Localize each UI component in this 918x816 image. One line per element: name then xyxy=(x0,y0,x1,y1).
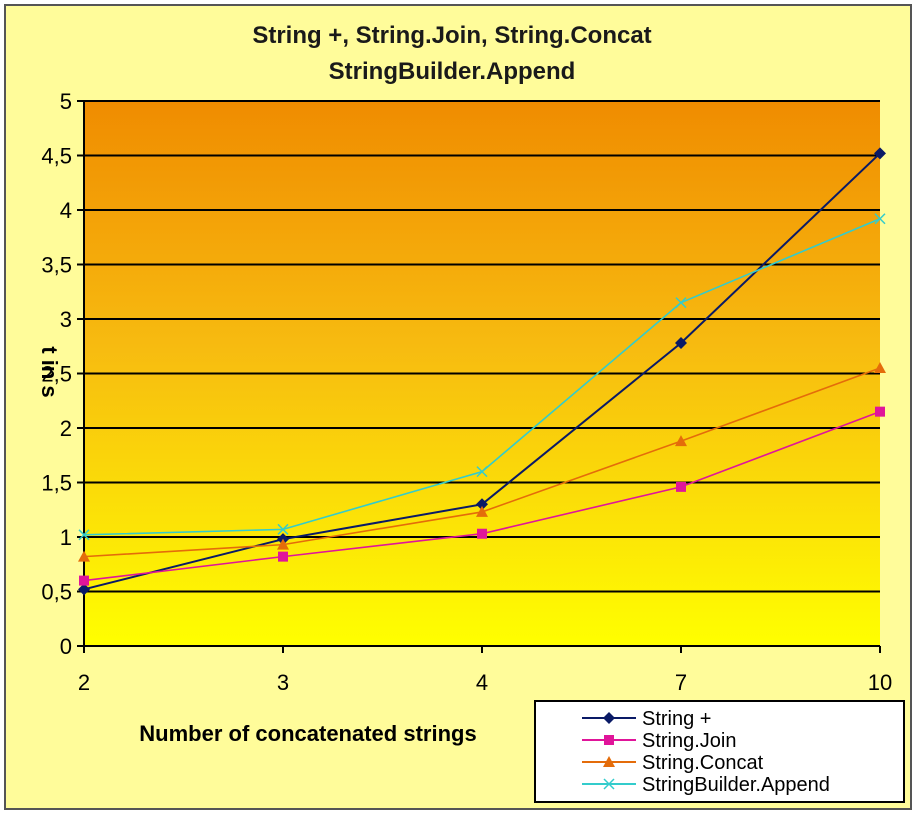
x-tick-label: 2 xyxy=(78,670,90,695)
y-tick-label: 1,5 xyxy=(41,471,72,496)
data-point-1-1 xyxy=(278,551,288,562)
chart-title-line-2: StringBuilder.Append xyxy=(329,58,576,85)
legend-label-0: String + xyxy=(642,708,711,730)
x-tick-label: 3 xyxy=(277,670,289,695)
y-tick-label: 3 xyxy=(60,307,72,332)
x-tick-label: 10 xyxy=(868,670,892,695)
data-point-2-0 xyxy=(78,550,90,562)
x-axis-title: Number of concatenated strings xyxy=(139,721,476,746)
data-point-3-4 xyxy=(874,213,886,225)
gridlines xyxy=(77,100,880,647)
data-point-0-2 xyxy=(476,498,488,511)
data-point-1-2 xyxy=(477,528,487,539)
y-tick-label: 2,5 xyxy=(41,362,72,387)
x-tick-labels: 2 3 4 7 10 xyxy=(78,646,892,695)
legend-marker-3 xyxy=(603,778,615,790)
x-tick-label: 4 xyxy=(476,670,488,695)
y-tick-label: 0,5 xyxy=(41,580,72,605)
series-lines xyxy=(78,147,886,596)
y-tick-label: 5 xyxy=(60,89,72,114)
y-tick-labels: 0 0,5 1 1,5 2 2,5 3 3,5 4 4,5 5 xyxy=(41,89,72,659)
chart-title-line-1: String +, String.Join, String.Concat xyxy=(252,22,651,49)
data-point-2-4 xyxy=(874,362,886,374)
data-point-2-1 xyxy=(277,538,289,550)
y-tick-label: 4 xyxy=(60,198,72,223)
legend: String +String.JoinString.ConcatStringBu… xyxy=(534,700,905,803)
data-point-3-1 xyxy=(277,523,289,535)
data-point-1-3 xyxy=(676,481,686,492)
y-tick-label: 2 xyxy=(60,416,72,441)
data-point-2-2 xyxy=(476,505,488,517)
data-point-3-3 xyxy=(675,297,687,309)
data-point-1-4 xyxy=(875,406,885,417)
data-point-0-4 xyxy=(874,147,886,160)
legend-label-3: StringBuilder.Append xyxy=(642,774,830,796)
y-tick-label: 4,5 xyxy=(41,144,72,169)
legend-marker-2 xyxy=(603,756,615,767)
y-tick-label: 3,5 xyxy=(41,253,72,278)
x-tick-label: 7 xyxy=(675,670,687,695)
data-point-0-3 xyxy=(675,336,687,349)
y-tick-label: 1 xyxy=(60,525,72,550)
data-point-3-0 xyxy=(78,529,90,541)
legend-label-2: String.Concat xyxy=(642,752,764,774)
y-axis-title: t in s xyxy=(37,346,62,397)
legend-marker-0 xyxy=(603,712,615,724)
y-tick-label: 0 xyxy=(60,634,72,659)
legend-label-1: String.Join xyxy=(642,730,737,752)
data-point-2-3 xyxy=(675,435,687,447)
data-point-0-0 xyxy=(78,583,90,596)
data-point-3-2 xyxy=(476,466,488,478)
data-point-1-0 xyxy=(79,575,89,586)
legend-marker-1 xyxy=(604,735,614,745)
